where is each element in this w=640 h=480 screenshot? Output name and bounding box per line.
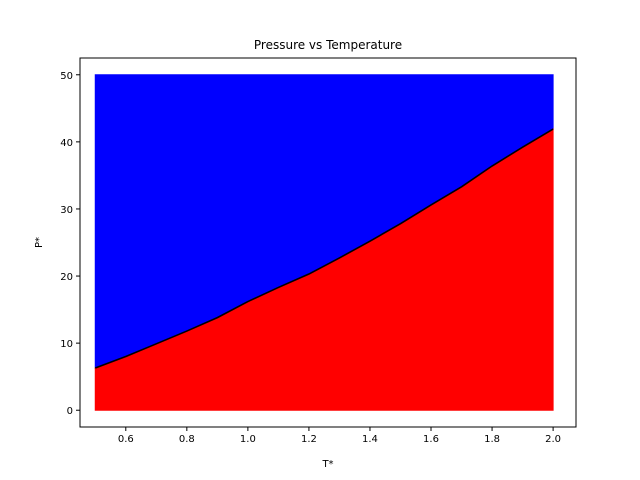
y-tick-label: 0 [67,406,73,417]
x-tick-label: 0.8 [179,434,195,445]
x-tick-label: 1.2 [301,434,317,445]
y-tick-label: 30 [60,205,73,216]
axes-frame [79,57,577,428]
y-tick-label: 50 [60,71,73,82]
y-tick-label: 10 [60,339,73,350]
x-axis-label: T* [321,459,333,470]
series-line [94,128,554,369]
y-tick-label: 40 [60,138,73,149]
x-tick-label: 1.6 [423,434,439,445]
x-tick-label: 0.6 [118,434,134,445]
plot-area [94,74,554,411]
axes: 0.6 0.8 1.0 1.2 1.4 1.6 1.8 2.0 0 10 20 30 40 50 [60,57,577,445]
x-tick-label: 1.8 [484,434,500,445]
x-tick-label: 2.0 [545,434,561,445]
x-tick-label: 1.0 [240,434,256,445]
chart-title: Pressure vs Temperature [254,38,402,52]
y-axis-label: P* [34,237,45,248]
x-tick-label: 1.4 [362,434,378,445]
y-tick-label: 20 [60,272,73,283]
